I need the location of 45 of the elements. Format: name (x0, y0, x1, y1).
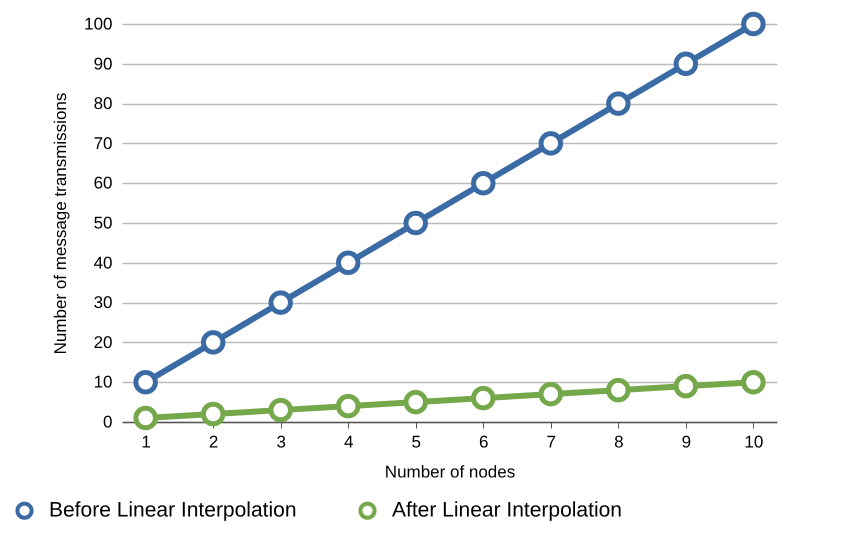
y-tick-label: 60 (94, 174, 112, 193)
point (538, 382, 564, 406)
x-tick-label: 3 (276, 432, 286, 452)
x-tick-label: 2 (208, 432, 218, 452)
x-tick-label: 6 (479, 432, 488, 452)
x-tick-label: 5 (412, 432, 421, 452)
x-tick-label: 10 (744, 432, 764, 452)
point (606, 91, 631, 116)
x-axis-title: Number of nodes (384, 462, 516, 482)
y-tick-label: 30 (94, 293, 112, 312)
point (538, 131, 564, 156)
y-tick-label: 50 (94, 214, 112, 232)
point (133, 370, 158, 394)
x-tick-label: 9 (682, 432, 692, 452)
point (674, 52, 698, 76)
point (200, 402, 226, 426)
y-tick-label: 0 (103, 412, 112, 432)
y-tick-label: 70 (94, 134, 112, 153)
y-tick-label: 90 (94, 54, 112, 74)
point (606, 378, 631, 402)
point (471, 170, 496, 196)
point (200, 330, 226, 355)
legend-label: After Linear Interpolation (392, 498, 622, 522)
point (741, 12, 766, 36)
point (674, 374, 698, 398)
point (268, 290, 293, 315)
point (268, 398, 293, 422)
y-tick-label: 80 (94, 94, 112, 114)
point (403, 210, 428, 236)
y-tick-label: 10 (94, 372, 112, 392)
y-tick-label: 100 (84, 14, 112, 34)
point (403, 390, 428, 414)
x-tick-label: 7 (546, 432, 556, 452)
point (336, 394, 360, 418)
y-tick-label: 20 (94, 332, 112, 352)
x-tick-label: 8 (614, 432, 624, 452)
point (133, 406, 158, 430)
legend-label: Before Linear Interpolation (49, 498, 296, 522)
point (471, 386, 496, 410)
point (336, 250, 360, 276)
y-axis-title: Number of message transmissions (51, 92, 70, 354)
point (741, 370, 766, 394)
y-tick-label: 40 (94, 253, 112, 272)
x-tick-label: 4 (344, 432, 354, 452)
x-tick-label: 1 (141, 432, 151, 452)
